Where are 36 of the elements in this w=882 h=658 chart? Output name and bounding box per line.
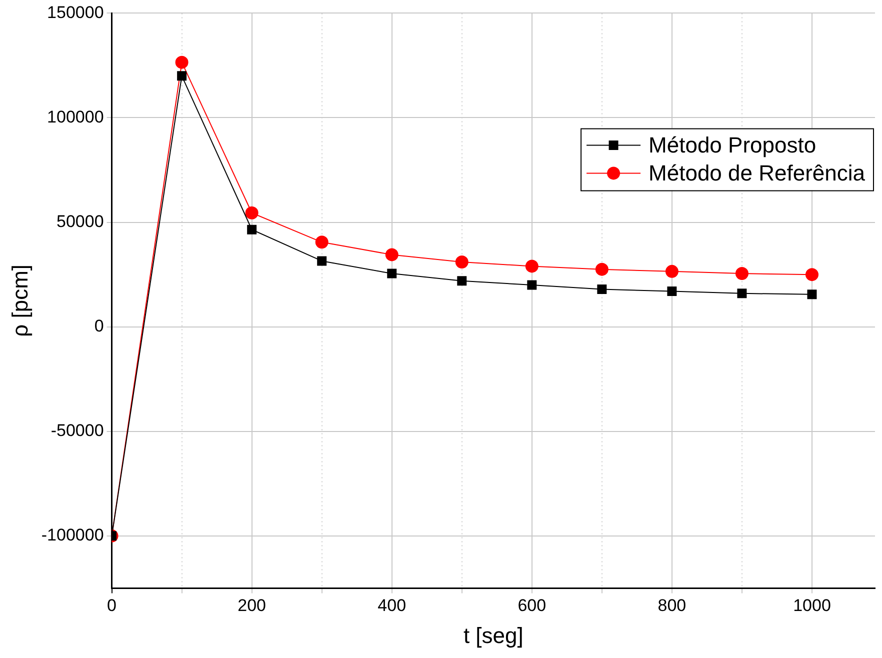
point — [665, 264, 678, 278]
point — [177, 71, 187, 81]
point — [807, 290, 817, 300]
point — [735, 267, 748, 280]
point — [597, 284, 607, 294]
point — [457, 276, 467, 286]
point — [245, 206, 258, 220]
x-tick-label: 0 — [107, 596, 117, 616]
point — [455, 256, 468, 269]
x-tick-label: 400 — [378, 596, 406, 616]
legend-label: Método de Referência — [648, 160, 866, 186]
point — [317, 256, 327, 266]
point — [737, 288, 747, 298]
x-tick-label: 600 — [518, 596, 546, 616]
x-axis-title: t [seg] — [463, 622, 524, 648]
point — [385, 248, 398, 262]
x-tick-label: 1000 — [793, 596, 831, 616]
x-tick-label: 800 — [658, 596, 686, 616]
point — [315, 236, 328, 249]
point — [805, 268, 818, 282]
y-tick-label: -50000 — [50, 421, 104, 440]
y-tick-label: 0 — [94, 316, 104, 336]
legend-label: Método Proposto — [648, 132, 816, 158]
point — [175, 56, 188, 69]
y-tick-label: 50000 — [56, 212, 104, 231]
point — [387, 268, 397, 278]
point — [247, 224, 257, 234]
point — [595, 262, 608, 276]
point — [525, 260, 538, 273]
y-tick-label: 100000 — [47, 107, 104, 126]
y-tick-label: 150000 — [47, 2, 104, 22]
point — [667, 286, 677, 296]
y-tick-label: -100000 — [41, 526, 104, 545]
point — [527, 280, 537, 290]
y-axis-title: ρ [pcm] — [7, 264, 32, 337]
x-tick-label: 200 — [238, 596, 266, 616]
